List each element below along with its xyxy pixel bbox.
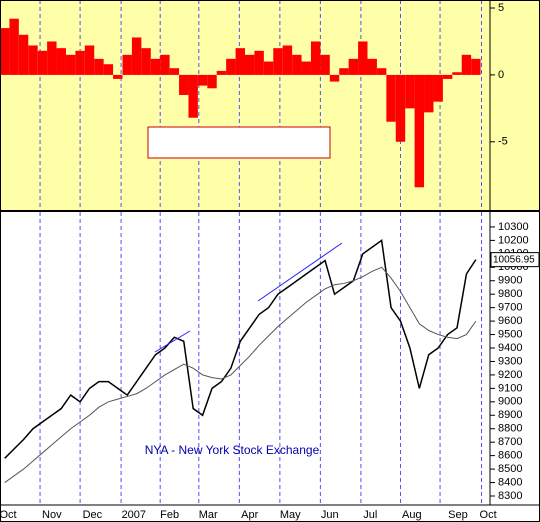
x-tick-label: Oct (0, 509, 17, 521)
bar (197, 74, 208, 86)
y-tick-label: 10200 (498, 234, 529, 246)
bar (282, 45, 293, 75)
x-tick-label: 2007 (122, 509, 146, 521)
bar (461, 54, 472, 75)
y-tick-label: 8900 (498, 409, 522, 421)
x-tick-label: May (280, 509, 301, 521)
y-tick-label: 8700 (498, 436, 522, 448)
y-tick-label: 8800 (498, 423, 522, 435)
y-tick-label: 9800 (498, 288, 522, 300)
bar (75, 50, 85, 75)
x-tick-label: Jun (321, 509, 339, 521)
bar (235, 48, 245, 75)
bar (169, 68, 180, 75)
bar (216, 70, 227, 75)
bar (320, 54, 330, 75)
y-tick-label: 8300 (498, 490, 522, 502)
bar (56, 48, 66, 75)
trend-line (257, 242, 343, 302)
bar (367, 58, 377, 75)
x-tick-label: Jul (363, 509, 377, 521)
bar (433, 74, 443, 102)
bar (65, 54, 76, 75)
y-tick-label: 9200 (498, 369, 522, 381)
annotation-box (147, 126, 331, 159)
bar (150, 58, 161, 75)
bar (207, 74, 217, 89)
last-value-label: 10056.95 (493, 254, 535, 265)
y-tick-label: 9000 (498, 396, 522, 408)
price-line (4, 239, 477, 459)
bar (348, 58, 359, 75)
moving-average (4, 266, 477, 483)
y-tick-label: 9900 (498, 275, 522, 287)
bar (310, 41, 321, 75)
bar (113, 74, 123, 79)
bar (376, 68, 387, 75)
bar (94, 58, 104, 75)
bar (292, 54, 302, 75)
bar (245, 54, 255, 75)
x-tick-label: Oct (480, 509, 497, 521)
y-tick-label: 9100 (498, 382, 522, 394)
y-tick-label: 9700 (498, 302, 522, 314)
y-tick-label: -5 (498, 136, 508, 148)
bar (122, 54, 132, 75)
x-tick-label: Aug (402, 509, 422, 521)
annotation: NYA - New York Stock Exchange (145, 443, 320, 457)
bar (471, 58, 481, 75)
bar (424, 74, 434, 113)
bar (329, 74, 340, 82)
bar (0, 28, 10, 75)
x-tick-label: Sep (448, 509, 468, 521)
y-tick-label: 9500 (498, 328, 522, 340)
bar (84, 45, 95, 75)
trend-line (154, 330, 191, 353)
bar (47, 41, 57, 75)
bar (273, 48, 283, 75)
y-tick-label: 9300 (498, 355, 522, 367)
x-tick-label: Apr (241, 509, 258, 521)
bar (18, 34, 29, 75)
y-tick-label: 8600 (498, 450, 522, 462)
bar (141, 48, 151, 75)
y-tick-label: 9400 (498, 342, 522, 354)
bar (358, 41, 368, 75)
x-tick-label: Mar (199, 509, 218, 521)
bar (263, 61, 274, 75)
bar (414, 74, 425, 188)
bar (405, 74, 415, 109)
y-tick-label: 10300 (498, 221, 529, 233)
bar (254, 50, 264, 75)
bar (28, 45, 38, 75)
bar (339, 68, 349, 75)
bar (188, 74, 198, 118)
bar (131, 37, 142, 75)
bar (9, 18, 19, 75)
top-panel-bg (0, 0, 540, 210)
y-tick-label: 0 (498, 69, 504, 81)
y-tick-label: 5 (498, 2, 504, 14)
x-tick-label: Nov (42, 509, 62, 521)
bar (301, 61, 311, 75)
bar (37, 50, 48, 75)
bar (226, 58, 236, 75)
bar (452, 72, 462, 75)
bar (386, 74, 396, 122)
bar (160, 54, 170, 75)
y-tick-label: 9600 (498, 315, 522, 327)
bottom-panel-bg (0, 212, 540, 505)
y-tick-label: 8500 (498, 463, 522, 475)
x-tick-label: Dec (83, 509, 103, 521)
x-tick-label: Feb (160, 509, 179, 521)
bar (103, 64, 114, 75)
bar (395, 74, 406, 142)
bar (442, 74, 453, 79)
y-tick-label: 8400 (498, 476, 522, 488)
bar (179, 74, 189, 95)
